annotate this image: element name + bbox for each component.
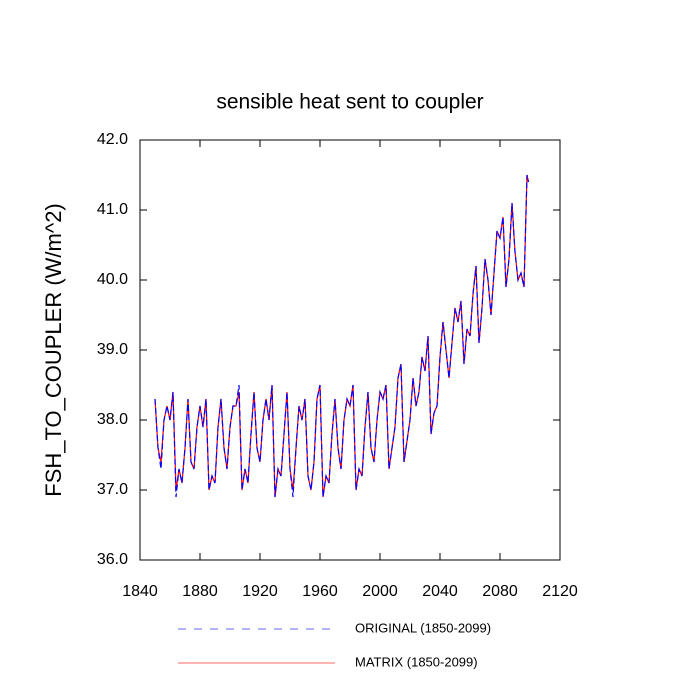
x-tick-label: 2080	[482, 583, 518, 600]
legend-label: MATRIX (1850-2099)	[355, 654, 478, 669]
plot-frame	[139, 139, 561, 561]
series-line	[154, 174, 530, 498]
x-tick-label: 2000	[362, 583, 398, 600]
y-tick-label: 42.0	[97, 131, 128, 148]
y-tick-label: 40.0	[97, 271, 128, 288]
y-tick-label: 36.0	[97, 551, 128, 568]
y-tick-label: 38.0	[97, 411, 128, 428]
y-axis-label: FSH_TO_COUPLER (W/m^2)	[41, 203, 66, 497]
y-tick-label: 37.0	[97, 481, 128, 498]
x-tick-label: 1880	[182, 583, 218, 600]
legend-label: ORIGINAL (1850-2099)	[355, 620, 491, 635]
x-tick-label: 1960	[302, 583, 338, 600]
x-tick-label: 1920	[242, 583, 278, 600]
chart-title: sensible heat sent to coupler	[216, 91, 483, 114]
x-tick-label: 2040	[422, 583, 458, 600]
y-tick-label: 41.0	[97, 201, 128, 218]
x-tick-label: 2120	[542, 583, 578, 600]
x-tick-label: 1840	[122, 583, 158, 600]
y-tick-label: 39.0	[97, 341, 128, 358]
